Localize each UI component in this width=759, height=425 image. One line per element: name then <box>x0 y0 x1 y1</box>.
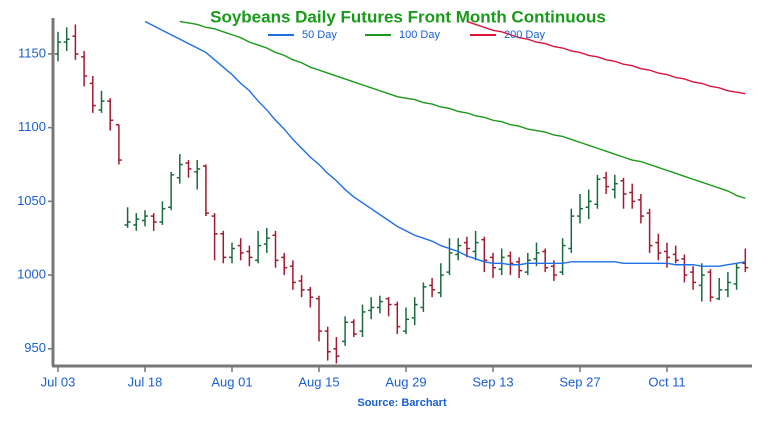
x-tick-label: Sep 13 <box>472 374 513 389</box>
legend-label: 50 Day <box>302 29 337 41</box>
y-tick-label: 1000 <box>17 267 46 282</box>
moving-average-line <box>466 20 746 95</box>
x-tick-label: Oct 11 <box>648 374 685 389</box>
chart-title: Soybeans Daily Futures Front Month Conti… <box>210 7 606 26</box>
source: Source: Barchart <box>357 397 447 409</box>
y-tick-label: 950 <box>24 340 46 355</box>
moving-average-line <box>144 20 746 267</box>
y-tick-label: 1150 <box>18 45 46 60</box>
x-tick-label: Sep 27 <box>559 374 600 389</box>
y-tick-label: 1100 <box>18 119 46 134</box>
x-tick-label: Jul 18 <box>128 374 163 389</box>
moving-average-line <box>179 20 746 200</box>
x-tick-label: Aug 01 <box>211 374 252 389</box>
x-tick-label: Jul 03 <box>41 374 76 389</box>
x-tick-label: Aug 29 <box>385 374 426 389</box>
y-tick-label: 1050 <box>17 193 46 208</box>
legend-label: 200 Day <box>504 29 545 41</box>
plot-area <box>55 20 749 364</box>
x-tick-label: Aug 15 <box>298 374 339 389</box>
legend-label: 100 Day <box>399 29 440 41</box>
